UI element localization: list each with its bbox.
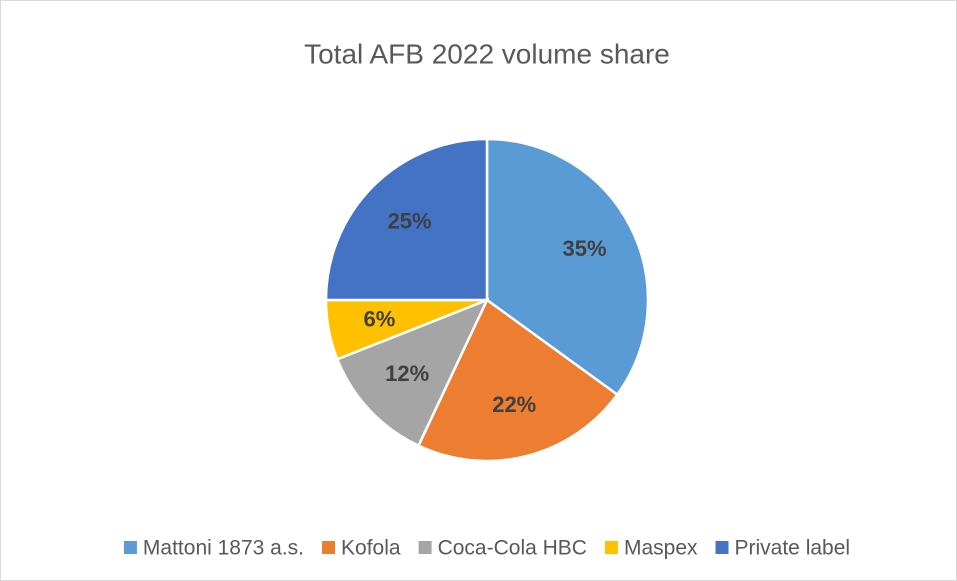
data-label: 25% xyxy=(388,208,432,233)
data-label: 35% xyxy=(563,236,607,261)
pie-slice xyxy=(335,297,490,448)
legend-label: Coca-Cola HBC xyxy=(438,537,587,560)
legend-label: Mattoni 1873 a.s. xyxy=(143,537,304,560)
pie-slice xyxy=(485,137,650,397)
legend-swatch xyxy=(322,541,336,554)
pie-slice xyxy=(324,137,489,302)
data-label: 6% xyxy=(364,306,396,331)
legend-swatch xyxy=(123,541,137,554)
legend-label: Private label xyxy=(735,537,851,560)
legend-swatch xyxy=(418,541,432,554)
data-label: 22% xyxy=(492,392,536,417)
chart-title: Total AFB 2022 volume share xyxy=(304,38,670,69)
legend-swatch xyxy=(604,541,618,554)
data-label: 12% xyxy=(385,361,429,386)
legend-swatch xyxy=(715,541,729,554)
legend-label: Maspex xyxy=(624,537,698,560)
legend-label: Kofola xyxy=(341,537,401,560)
